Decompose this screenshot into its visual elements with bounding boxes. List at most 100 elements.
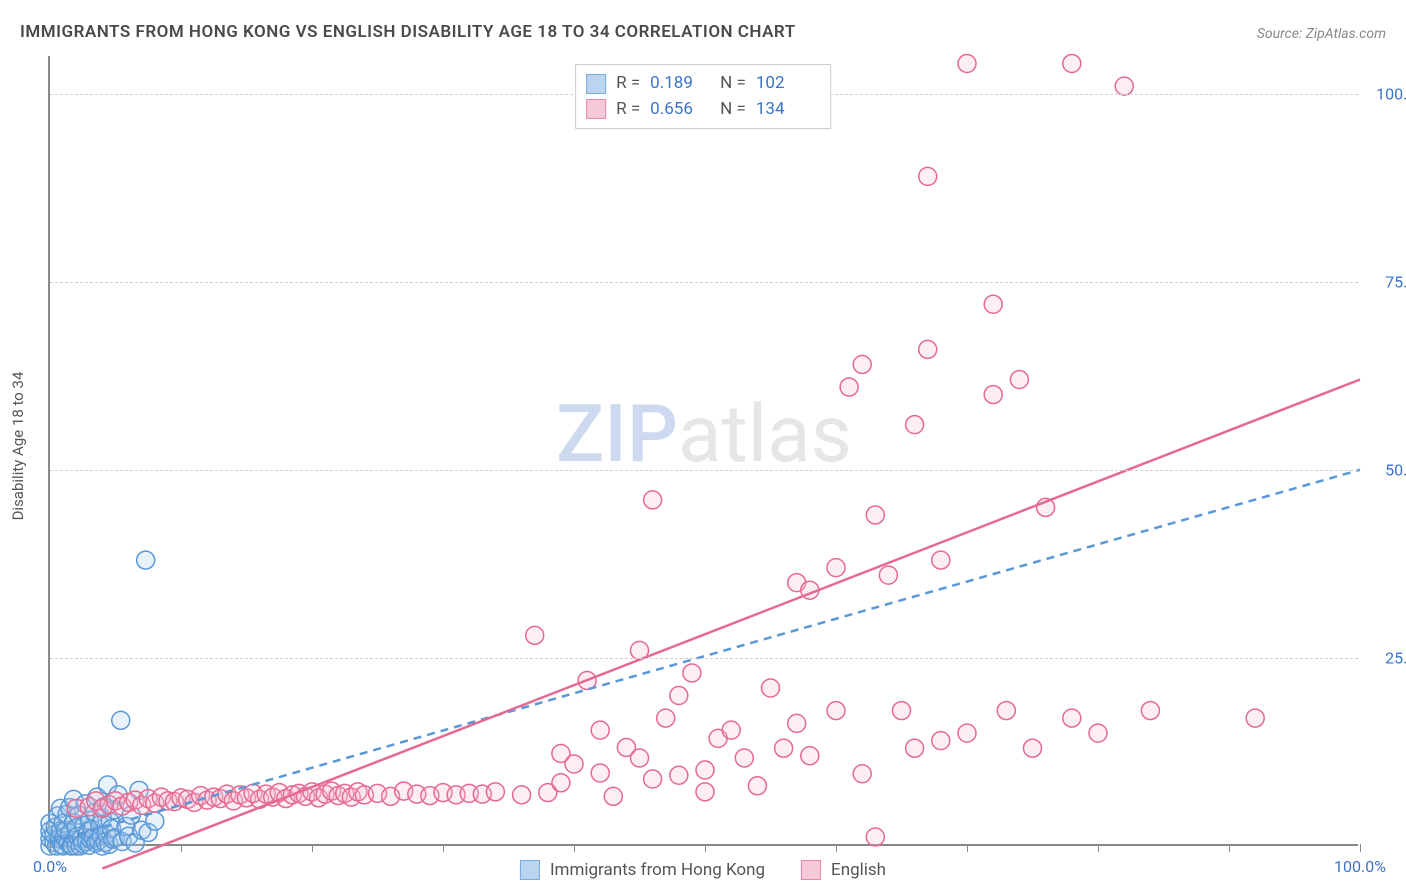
series-legend-item: English bbox=[801, 860, 886, 880]
x-tick bbox=[312, 844, 313, 852]
data-point bbox=[526, 626, 544, 644]
x-tick-label: 0.0% bbox=[33, 857, 67, 876]
data-point bbox=[670, 687, 688, 705]
data-point bbox=[657, 709, 675, 727]
y-tick-label: 75.0% bbox=[1368, 272, 1406, 291]
data-point bbox=[827, 559, 845, 577]
x-tick-label: 100.0% bbox=[1334, 857, 1386, 876]
data-point bbox=[853, 765, 871, 783]
gridline bbox=[50, 282, 1358, 283]
data-point bbox=[866, 828, 884, 846]
series-legend: Immigrants from Hong Kong English bbox=[520, 860, 886, 880]
source-link[interactable]: ZipAtlas.com bbox=[1306, 26, 1386, 42]
data-point bbox=[1010, 371, 1028, 389]
chart-title: IMMIGRANTS FROM HONG KONG VS ENGLISH DIS… bbox=[20, 22, 796, 42]
data-point bbox=[670, 766, 688, 784]
data-point bbox=[552, 774, 570, 792]
data-point bbox=[932, 551, 950, 569]
series-legend-item: Immigrants from Hong Kong bbox=[520, 860, 765, 880]
x-tick bbox=[1360, 844, 1361, 852]
legend-swatch bbox=[586, 99, 606, 119]
data-point bbox=[958, 724, 976, 742]
x-tick bbox=[1098, 844, 1099, 852]
data-point bbox=[748, 777, 766, 795]
x-tick bbox=[1229, 844, 1230, 852]
data-point bbox=[591, 721, 609, 739]
data-point bbox=[801, 747, 819, 765]
x-tick bbox=[181, 844, 182, 852]
legend-swatch bbox=[801, 860, 821, 880]
y-axis-label: Disability Age 18 to 34 bbox=[9, 372, 27, 521]
data-point bbox=[788, 714, 806, 732]
data-point bbox=[919, 167, 937, 185]
legend-swatch bbox=[520, 860, 540, 880]
r-label: R = bbox=[616, 97, 640, 123]
data-point bbox=[984, 295, 1002, 313]
data-point bbox=[565, 755, 583, 773]
x-tick bbox=[574, 844, 575, 852]
correlation-legend: R = 0.189 N = 102 R = 0.656 N = 134 bbox=[575, 64, 831, 129]
source-prefix: Source: bbox=[1257, 26, 1306, 42]
data-point bbox=[735, 749, 753, 767]
correlation-legend-row: R = 0.189 N = 102 bbox=[586, 71, 816, 97]
data-point bbox=[112, 711, 130, 729]
data-point bbox=[591, 764, 609, 782]
data-point bbox=[631, 749, 649, 767]
data-point bbox=[932, 732, 950, 750]
y-tick-label: 50.0% bbox=[1368, 460, 1406, 479]
gridline bbox=[50, 470, 1358, 471]
data-point bbox=[879, 566, 897, 584]
x-tick bbox=[50, 844, 51, 852]
data-point bbox=[775, 739, 793, 757]
data-point bbox=[1115, 77, 1133, 95]
data-point bbox=[722, 721, 740, 739]
data-point bbox=[840, 378, 858, 396]
data-point bbox=[604, 787, 622, 805]
data-point bbox=[486, 783, 504, 801]
data-point bbox=[906, 739, 924, 757]
data-point bbox=[1063, 55, 1081, 73]
data-point bbox=[513, 786, 531, 804]
legend-swatch bbox=[586, 74, 606, 94]
data-point bbox=[827, 702, 845, 720]
data-point bbox=[696, 761, 714, 779]
data-point bbox=[866, 506, 884, 524]
r-value: 0.189 bbox=[650, 71, 710, 97]
data-point bbox=[683, 664, 701, 682]
source-attribution: Source: ZipAtlas.com bbox=[1257, 26, 1386, 42]
data-point bbox=[919, 340, 937, 358]
x-tick bbox=[705, 844, 706, 852]
x-tick bbox=[967, 844, 968, 852]
n-value: 102 bbox=[756, 71, 816, 97]
data-point bbox=[906, 416, 924, 434]
trend-line bbox=[102, 380, 1360, 869]
data-point bbox=[696, 783, 714, 801]
n-value: 134 bbox=[756, 97, 816, 123]
data-point bbox=[1141, 702, 1159, 720]
data-point bbox=[644, 491, 662, 509]
data-point bbox=[1089, 724, 1107, 742]
data-point bbox=[762, 679, 780, 697]
data-point bbox=[853, 355, 871, 373]
data-point bbox=[893, 702, 911, 720]
y-tick-label: 25.0% bbox=[1368, 648, 1406, 667]
n-label: N = bbox=[720, 97, 746, 123]
series-name: English bbox=[831, 860, 886, 880]
data-point bbox=[958, 55, 976, 73]
y-tick-label: 100.0% bbox=[1368, 84, 1406, 103]
r-value: 0.656 bbox=[650, 97, 710, 123]
chart-svg bbox=[50, 56, 1358, 844]
data-point bbox=[1024, 739, 1042, 757]
n-label: N = bbox=[720, 71, 746, 97]
data-point bbox=[644, 770, 662, 788]
x-tick bbox=[836, 844, 837, 852]
gridline bbox=[50, 658, 1358, 659]
r-label: R = bbox=[616, 71, 640, 97]
x-tick bbox=[443, 844, 444, 852]
data-point bbox=[984, 386, 1002, 404]
data-point bbox=[997, 702, 1015, 720]
correlation-legend-row: R = 0.656 N = 134 bbox=[586, 97, 816, 123]
plot-area: ZIPatlas 25.0%50.0%75.0%100.0%0.0%100.0% bbox=[48, 56, 1358, 846]
data-point bbox=[1063, 709, 1081, 727]
series-name: Immigrants from Hong Kong bbox=[550, 860, 765, 880]
